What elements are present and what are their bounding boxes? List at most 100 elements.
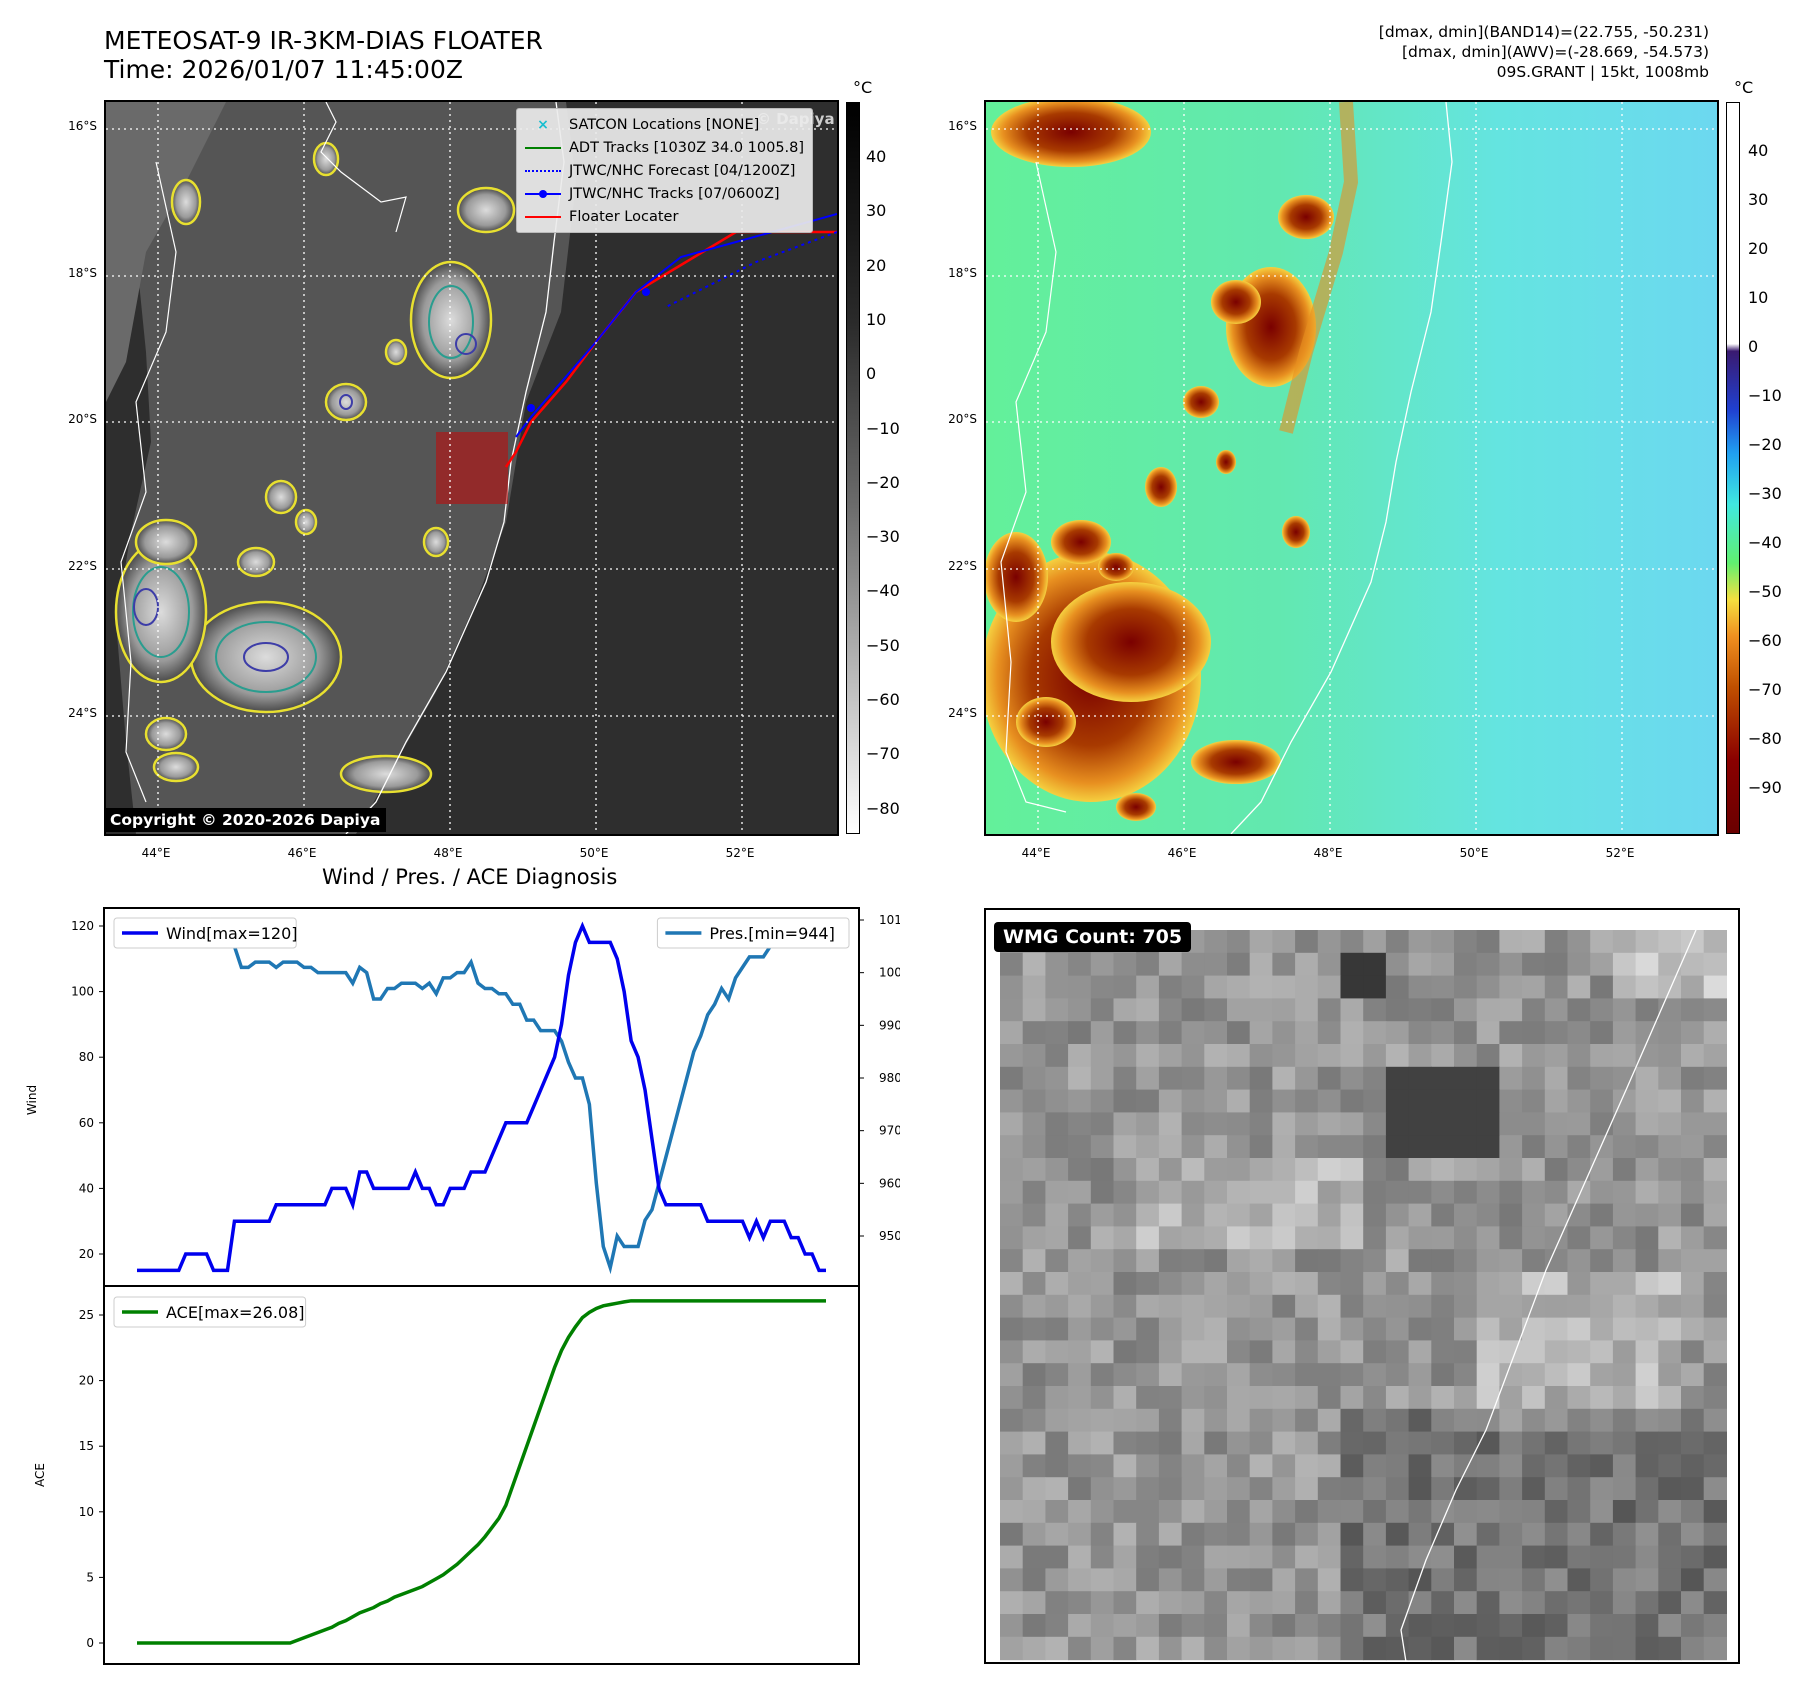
- wmg-pixel: [1363, 1454, 1387, 1478]
- wmg-pixel: [1635, 1135, 1659, 1159]
- wmg-pixel: [1476, 1226, 1500, 1250]
- wmg-pixel: [1317, 1477, 1342, 1501]
- wmg-pixel: [1000, 1340, 1024, 1364]
- wmg-pixel: [1227, 1180, 1251, 1205]
- wmg-pixel: [1522, 1226, 1546, 1250]
- wmg-pixel: [1476, 1386, 1500, 1410]
- wmg-pixel: [1431, 1249, 1455, 1273]
- wmg-pixel: [1499, 1477, 1523, 1501]
- wmg-pixel: [1272, 1203, 1296, 1227]
- wmg-pixel: [1363, 952, 1387, 977]
- wmg-pixel: [1068, 1568, 1092, 1592]
- wmg-pixel: [1612, 1386, 1637, 1410]
- wmg-pixel: [1431, 1522, 1455, 1547]
- wmg-pixel: [1045, 1294, 1069, 1319]
- wmg-pixel: [1249, 1044, 1273, 1068]
- wmg-pixel: [1590, 1568, 1614, 1592]
- wmg-pixel: [1295, 1089, 1319, 1113]
- wmg-pixel: [1476, 1522, 1500, 1547]
- wmg-pixel: [1340, 1135, 1364, 1159]
- wmg-pixel: [1090, 1226, 1115, 1250]
- wmg-pixel: [1204, 1272, 1228, 1296]
- wmg-pixel: [1681, 1272, 1705, 1296]
- wmg-pixel: [1340, 1226, 1364, 1250]
- wmg-pixel: [1113, 998, 1137, 1022]
- wmg-pixel: [1181, 1317, 1205, 1341]
- wmg-pixel: [1681, 1021, 1705, 1045]
- wmg-pixel: [1045, 1500, 1069, 1524]
- wmg-pixel: [1317, 1340, 1342, 1364]
- wmg-pixel: [1227, 1112, 1251, 1136]
- wmg-pixel: [1363, 1158, 1387, 1182]
- wmg-pixel: [1317, 952, 1342, 977]
- wmg-pixel: [1317, 1066, 1342, 1091]
- ir-map-panel: © Dapiya 2026 × SATCON Locations [NONE] …: [104, 100, 839, 836]
- wmg-pixel: [1681, 1112, 1705, 1136]
- wmg-pixel: [1068, 1386, 1092, 1410]
- wmg-pixel: [1476, 998, 1500, 1022]
- wmg-pixel: [1317, 1614, 1342, 1638]
- wmg-pixel: [1000, 1386, 1024, 1410]
- wmg-pixel: [1454, 1386, 1478, 1410]
- wmg-pixel: [1000, 1454, 1024, 1478]
- wmg-pixel: [1454, 975, 1478, 999]
- wmg-pixel: [1340, 1272, 1364, 1296]
- wmg-pixel: [1476, 1340, 1500, 1364]
- wmg-pixel: [1249, 1431, 1273, 1455]
- wmg-pixel: [1499, 1180, 1523, 1205]
- wmg-pixel: [1681, 1089, 1705, 1113]
- wmg-pixel: [1068, 1158, 1092, 1182]
- wmg-pixel: [1612, 1203, 1637, 1227]
- wmg-pixel: [1385, 1568, 1410, 1592]
- diag-chart: 1201008060402010101000990980970960950252…: [25, 907, 900, 1665]
- lon-tick-label: 44°E: [141, 846, 171, 860]
- wmg-pixel: [1544, 1249, 1569, 1273]
- wmg-pixel: [1499, 1614, 1523, 1638]
- wmg-pixel: [1158, 1363, 1183, 1387]
- wmg-pixel: [1635, 1545, 1659, 1569]
- wmg-pixel: [1567, 1386, 1591, 1410]
- diag-title: Wind / Pres. / ACE Diagnosis: [322, 865, 618, 889]
- wmg-pixel: [1272, 1636, 1296, 1661]
- wmg-pixel: [1612, 1591, 1637, 1615]
- colorbar-tick-label: 40: [1748, 141, 1769, 160]
- wmg-pixel: [1000, 1180, 1024, 1205]
- wmg-pixel: [1181, 1066, 1205, 1091]
- wmg-pixel: [1408, 1294, 1432, 1319]
- pres-tick-label: 1000: [879, 966, 900, 980]
- wmg-pixel: [1385, 1112, 1410, 1136]
- wmg-pixel: [1295, 1408, 1319, 1433]
- wmg-pixel: [1249, 1522, 1273, 1547]
- wmg-pixel: [1658, 1386, 1682, 1410]
- wmg-pixel: [1045, 1591, 1069, 1615]
- wmg-pixel: [1658, 1408, 1682, 1433]
- wmg-pixel: [1317, 1021, 1342, 1045]
- wmg-pixel: [1000, 1226, 1024, 1250]
- wmg-pixel: [1454, 930, 1478, 954]
- wmg-pixel: [1136, 1545, 1160, 1569]
- legend-jtwc-forecast: JTWC/NHC Forecast [04/1200Z]: [525, 159, 804, 182]
- wmg-pixel: [1204, 1317, 1228, 1341]
- wmg-pixel: [1476, 1272, 1500, 1296]
- wmg-pixel: [1227, 1454, 1251, 1478]
- wmg-pixel: [1181, 1294, 1205, 1319]
- wmg-pixel: [1295, 1317, 1319, 1341]
- ace-tick-label: 20: [79, 1374, 94, 1388]
- wmg-pixel: [1158, 1021, 1183, 1045]
- wmg-pixel: [1295, 1522, 1319, 1547]
- wmg-pixel: [1340, 1294, 1364, 1319]
- info-awv: [dmax, dmin](AWV)=(-28.669, -54.573): [1402, 43, 1709, 61]
- wmg-pixel: [1249, 975, 1273, 999]
- wmg-pixel: [1227, 1431, 1251, 1455]
- wmg-pixel: [1431, 1158, 1455, 1182]
- wmg-pixel: [1204, 1089, 1228, 1113]
- wmg-pixel: [1476, 1158, 1500, 1182]
- wmg-pixel: [1408, 1044, 1432, 1068]
- wmg-pixel: [1295, 1477, 1319, 1501]
- wmg-pixel: [1658, 1294, 1682, 1319]
- wmg-pixel: [1249, 1294, 1273, 1319]
- wmg-pixel: [1658, 1477, 1682, 1501]
- wmg-pixel: [1363, 930, 1387, 954]
- wmg-pixel: [1431, 1180, 1455, 1205]
- lat-tick-label: 24°S: [948, 706, 977, 720]
